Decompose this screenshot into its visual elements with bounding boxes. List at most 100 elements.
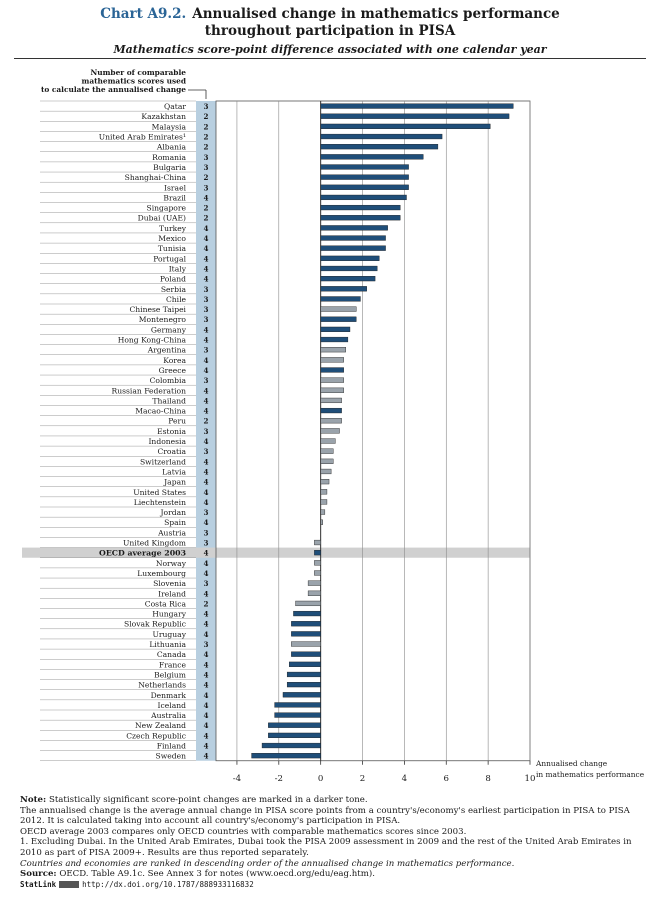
country-label: Macao-China: [135, 407, 186, 416]
statlink-url[interactable]: http://dx.doi.org/10.1787/888933116832: [82, 879, 254, 889]
count-value: 4: [203, 569, 208, 578]
country-label: Israel: [164, 183, 187, 192]
count-value: 4: [203, 742, 208, 751]
count-value: 3: [203, 539, 208, 548]
country-label: Belgium: [154, 670, 186, 679]
country-label: Lithuania: [149, 640, 186, 649]
count-value: 4: [203, 660, 208, 669]
country-label: Albania: [156, 143, 187, 152]
count-value: 2: [203, 204, 208, 213]
bar: [320, 103, 514, 109]
chart-title-line2: throughout participation in PISA: [204, 23, 456, 39]
count-value: 4: [203, 234, 208, 243]
bar: [314, 539, 321, 546]
bar: [268, 722, 321, 728]
country-label: OECD average 2003: [99, 549, 186, 558]
count-value: 3: [203, 346, 208, 355]
bar: [282, 692, 321, 698]
country-label: United Kingdom: [123, 539, 186, 548]
country-label: Netherlands: [138, 681, 186, 690]
statlink-label: StatLink: [20, 879, 57, 889]
count-value: 4: [203, 478, 208, 487]
country-label: Poland: [160, 275, 186, 284]
country-label: Ireland: [158, 589, 186, 598]
count-value: 3: [203, 305, 208, 314]
country-label: Hungary: [152, 610, 186, 619]
count-value: 4: [203, 681, 208, 690]
country-label: Norway: [156, 559, 187, 568]
count-value: 4: [203, 386, 208, 395]
count-value: 4: [203, 457, 208, 466]
bar: [320, 438, 336, 444]
note-line-1: Note: Statistically significant score-po…: [20, 795, 644, 806]
bar: [291, 621, 321, 627]
title-block: Chart A9.2. Annualised change in mathemat…: [0, 6, 660, 57]
country-label: New Zealand: [135, 721, 186, 730]
count-value: 3: [203, 163, 208, 172]
bar: [251, 753, 321, 759]
bar: [295, 600, 321, 607]
country-label: Czech Republic: [126, 731, 186, 740]
bar: [320, 407, 342, 414]
country-label: Chile: [166, 295, 187, 304]
bar: [286, 682, 321, 688]
title-rule: [14, 58, 646, 59]
bar: [268, 732, 321, 738]
bar: [274, 702, 321, 708]
count-value: 2: [203, 122, 208, 131]
source-text: OECD. Table A9.1c. See Annex 3 for notes…: [59, 869, 375, 880]
country-label: United States: [133, 488, 186, 497]
note-line-3: OECD average 2003 compares only OECD cou…: [20, 826, 467, 837]
country-label: Serbia: [161, 285, 187, 294]
x-tick-label: 2: [360, 774, 365, 784]
country-label: Bulgaria: [153, 163, 186, 172]
bar: [320, 377, 344, 383]
country-label: Mexico: [158, 234, 186, 243]
bar: [320, 499, 328, 505]
country-label: Luxembourg: [137, 569, 186, 578]
bar: [320, 276, 376, 282]
bar: [320, 306, 357, 312]
bar: [320, 326, 351, 332]
count-value: 4: [203, 264, 208, 273]
x-tick-label: -2: [275, 774, 283, 784]
country-label: Romania: [152, 153, 186, 162]
bar: [320, 184, 409, 190]
bar: [320, 509, 326, 515]
count-value: 4: [203, 467, 208, 476]
bar: [320, 265, 378, 272]
country-label: Slovenia: [153, 579, 186, 588]
bar: [320, 347, 346, 353]
count-value: 4: [203, 437, 208, 446]
country-label: Colombia: [150, 376, 187, 385]
bar: [320, 387, 344, 393]
bar: [293, 610, 321, 617]
bar: [320, 397, 342, 404]
bar: [320, 113, 510, 119]
country-label: Greece: [159, 366, 187, 375]
count-value: 4: [203, 224, 208, 233]
bar: [320, 448, 334, 454]
count-value: 2: [203, 133, 208, 142]
column-header-text: mathematics scores used: [82, 77, 187, 86]
x-axis-label: in mathematics performance: [536, 770, 644, 779]
country-label: Germany: [151, 325, 187, 334]
country-label: Argentina: [147, 346, 187, 355]
country-label: Australia: [150, 711, 186, 720]
count-value: 3: [203, 102, 208, 111]
x-tick-label: -4: [233, 774, 242, 784]
bar: [289, 661, 321, 667]
country-label: Uruguay: [153, 630, 187, 639]
count-value: 4: [203, 518, 208, 527]
count-value: 2: [203, 143, 208, 152]
count-value: 3: [203, 447, 208, 456]
country-label: United Arab Emirates¹: [99, 133, 186, 142]
count-value: 4: [203, 691, 208, 700]
country-label: Austria: [157, 528, 186, 537]
country-label: Qatar: [164, 102, 186, 111]
count-column-background: [196, 101, 216, 761]
bar: [291, 651, 321, 657]
bar: [320, 133, 443, 140]
country-label: Dubai (UAE): [138, 214, 186, 223]
count-value: 3: [203, 153, 208, 162]
